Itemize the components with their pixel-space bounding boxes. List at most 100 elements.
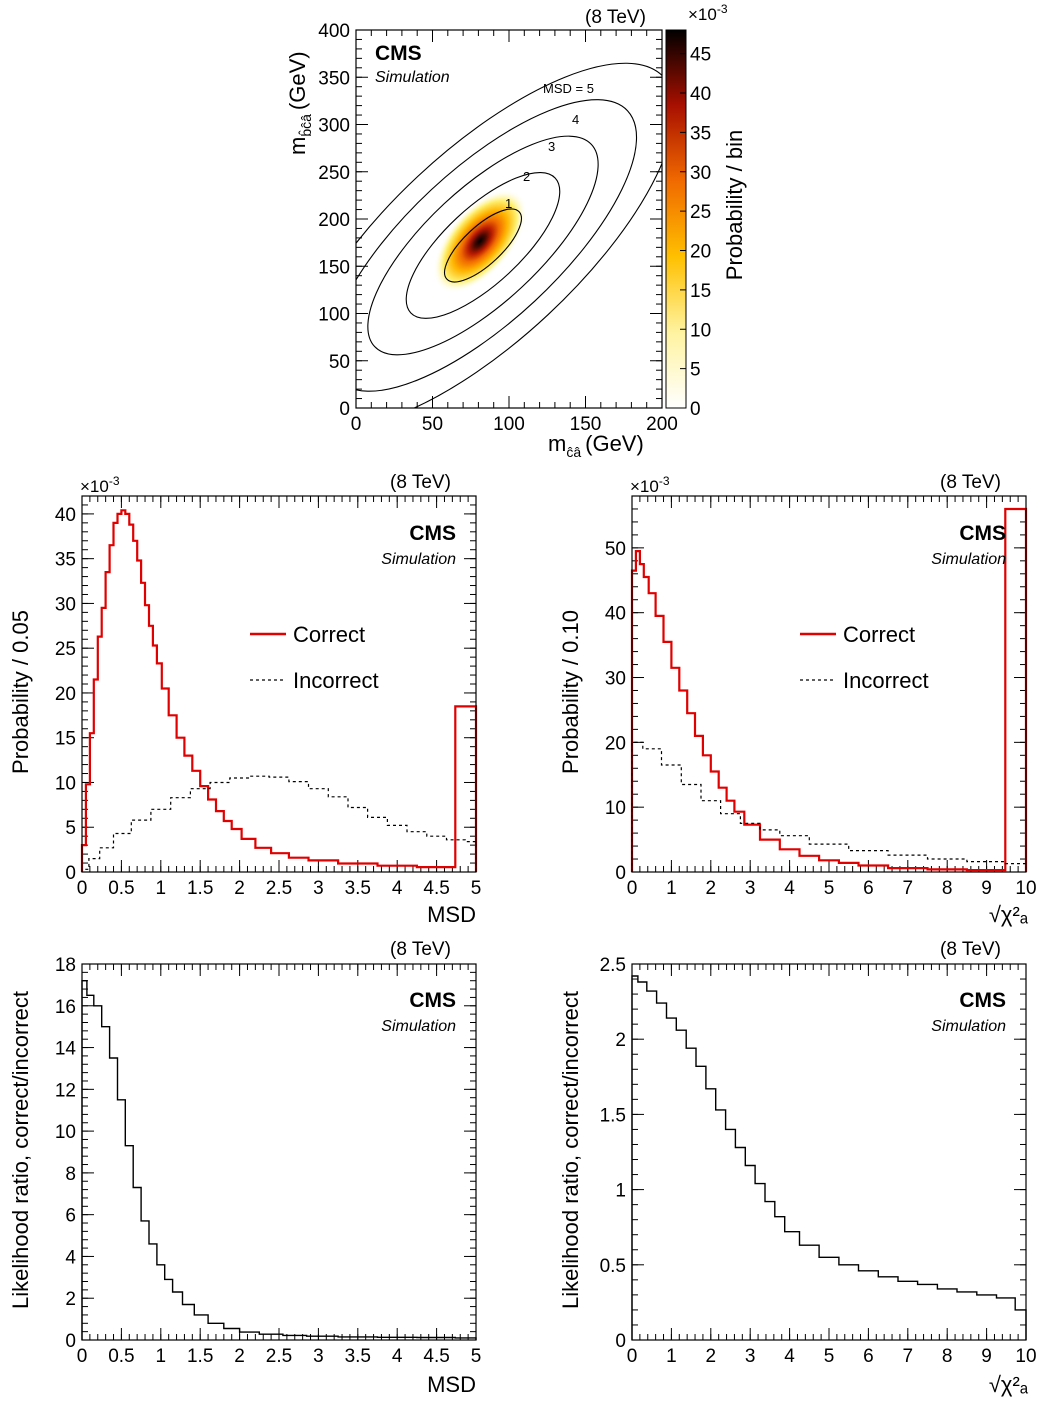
x-tick-label: 6: [863, 878, 874, 899]
x-tick-label: 0: [77, 878, 88, 899]
x-tick-label: 3.5: [345, 878, 371, 899]
panel-mass-2d: (8 TeV) 0 50 100 150 20005010015020025030035…: [285, 2, 747, 460]
y-tick-label: 6: [65, 1206, 76, 1227]
z-tick-label: 10: [690, 320, 711, 341]
z-tick-label: 45: [690, 45, 711, 66]
series-incorrect-line: [81, 775, 477, 872]
y-tick-label: 100: [318, 305, 350, 326]
x-tick-label: 100: [493, 414, 525, 435]
mass-2d-ticks: 0 50 100 150 200 0 50 100 150 200 250 300 350 400: [318, 21, 678, 435]
msd-prob-y-label: Probability / 0.05: [8, 610, 33, 774]
z-tick-label: 35: [690, 123, 711, 144]
panel-msd-prob: (8 TeV) ×10-3 0 0.5 1 1.5 2 2.5 3 3.5 4 4.5 5 0 5 10 1…: [8, 472, 481, 927]
y-tick-label: 30: [55, 594, 76, 615]
series-incorrect-line: [631, 741, 1027, 872]
chi2-ratio-frame: [631, 963, 1027, 1341]
x-tick-label: 2.5: [266, 878, 292, 899]
z-tick-label: 15: [690, 281, 711, 302]
y-tick-label: 1.5: [600, 1105, 626, 1126]
x-tick-label: 2: [706, 878, 717, 899]
contour-label-2: 2: [523, 169, 530, 184]
chi2-prob-plot: 0 1 2 3 4 5 6 7 8 9 10 0 10 20 30 40 50: [605, 495, 1037, 899]
simulation-label: Simulation: [375, 69, 450, 86]
x-tick-label: 5: [471, 878, 482, 899]
contour-msd-2: [405, 172, 561, 319]
msd-prob-frame: [81, 495, 477, 873]
chi2-ratio-y-label: Likelihood ratio, correct/incorrect: [558, 991, 583, 1309]
x-tick-label: 4: [784, 878, 795, 899]
contour-label-4: 4: [572, 112, 579, 127]
color-scale-ticks: 0 5 10 15 20 25 30 35 40 45: [680, 45, 711, 420]
contour-label-3: 3: [548, 139, 555, 154]
x-tick-label: 4: [392, 878, 403, 899]
y-tick-label: 20: [55, 684, 76, 705]
y-tick-label: 0: [615, 1331, 626, 1352]
msd-contours: [356, 62, 662, 408]
x-tick-label: 4.5: [423, 878, 449, 899]
y-tick-label: 0: [65, 863, 76, 884]
mass-2d-y-label: mb̂ĉâ(GeV): [285, 51, 314, 155]
simulation-label: Simulation: [931, 1018, 1006, 1035]
y-tick-label: 250: [318, 163, 350, 184]
x-tick-label: 0: [627, 1346, 638, 1367]
x-tick-label: 5: [824, 1346, 835, 1367]
msd-prob-plot: 0 0.5 1 1.5 2 2.5 3 3.5 4 4.5 5 0 5 10 15 20 25 30 35 40: [55, 495, 482, 899]
heatmap-blob: [433, 189, 527, 293]
legend-correct-label: Correct: [293, 622, 365, 647]
contour-label-1: 1: [505, 196, 512, 211]
x-tick-label: 1: [156, 878, 167, 899]
legend-incorrect-label: Incorrect: [843, 668, 929, 693]
z-tick-label: 0: [690, 399, 701, 420]
x-tick-label: 1.5: [187, 878, 213, 899]
cms-label: CMS: [409, 989, 456, 1012]
x-tick-label: 2: [234, 878, 245, 899]
x-tick-label: 3: [313, 878, 324, 899]
y-multiplier: ×10-3: [630, 474, 670, 496]
x-tick-label: 4.5: [423, 1346, 449, 1367]
x-tick-label: 0: [351, 414, 362, 435]
msd-ratio-plot: 0 0.5 1 1.5 2 2.5 3 3.5 4 4.5 5 0 2 4 6 8 10 12 14 16 18: [55, 955, 481, 1367]
y-tick-label: 0: [615, 863, 626, 884]
series-ratio-line: [81, 980, 477, 1340]
y-tick-label: 10: [55, 1122, 76, 1143]
energy-label: (8 TeV): [585, 7, 646, 28]
contour-msd-1: [444, 208, 522, 283]
x-tick-label: 6: [863, 1346, 874, 1367]
x-tick-label: 10: [1015, 1346, 1036, 1367]
y-tick-label: 0: [65, 1331, 76, 1352]
chi2-prob-x-label: √χ²ₐ: [989, 902, 1029, 927]
x-tick-label: 1: [156, 1346, 167, 1367]
y-tick-label: 18: [55, 955, 76, 976]
chi2-prob-frame: [631, 495, 1027, 873]
series-correct-line: [630, 507, 1028, 872]
x-tick-label: 3.5: [345, 1346, 371, 1367]
y-tick-label: 40: [55, 505, 76, 526]
panel-chi2-ratio: (8 TeV) 0 1 2 3 4 5 6 7 8 9 10 0 0.5 1 1.5 2 2.5 CMS Sim…: [558, 939, 1037, 1397]
y-tick-label: 150: [318, 257, 350, 278]
legend-correct-label: Correct: [843, 622, 915, 647]
z-axis-label: Probability / bin: [722, 130, 747, 280]
y-tick-label: 25: [55, 639, 76, 660]
y-tick-label: 350: [318, 68, 350, 89]
z-tick-label: 30: [690, 163, 711, 184]
simulation-label: Simulation: [381, 1018, 456, 1035]
chi2-ratio-x-label: √χ²ₐ: [989, 1372, 1029, 1397]
y-tick-label: 200: [318, 210, 350, 231]
x-tick-label: 10: [1015, 878, 1036, 899]
y-tick-label: 2: [615, 1030, 626, 1051]
x-tick-label: 7: [903, 878, 914, 899]
contour-msd-3: [367, 135, 599, 356]
y-tick-label: 15: [55, 729, 76, 750]
x-tick-label: 2.5: [266, 1346, 292, 1367]
energy-label: (8 TeV): [940, 939, 1001, 960]
chi2-ratio-plot: 0 1 2 3 4 5 6 7 8 9 10 0 0.5 1 1.5 2 2.5: [600, 955, 1037, 1367]
y-tick-label: 16: [55, 997, 76, 1018]
x-tick-label: 3: [745, 1346, 756, 1367]
x-tick-label: 4: [392, 1346, 403, 1367]
x-tick-label: 9: [981, 878, 992, 899]
y-tick-label: 10: [55, 773, 76, 794]
y-tick-label: 1: [615, 1181, 626, 1202]
msd-ratio-x-label: MSD: [427, 1372, 476, 1397]
simulation-label: Simulation: [931, 551, 1006, 568]
x-tick-label: 2: [706, 1346, 717, 1367]
